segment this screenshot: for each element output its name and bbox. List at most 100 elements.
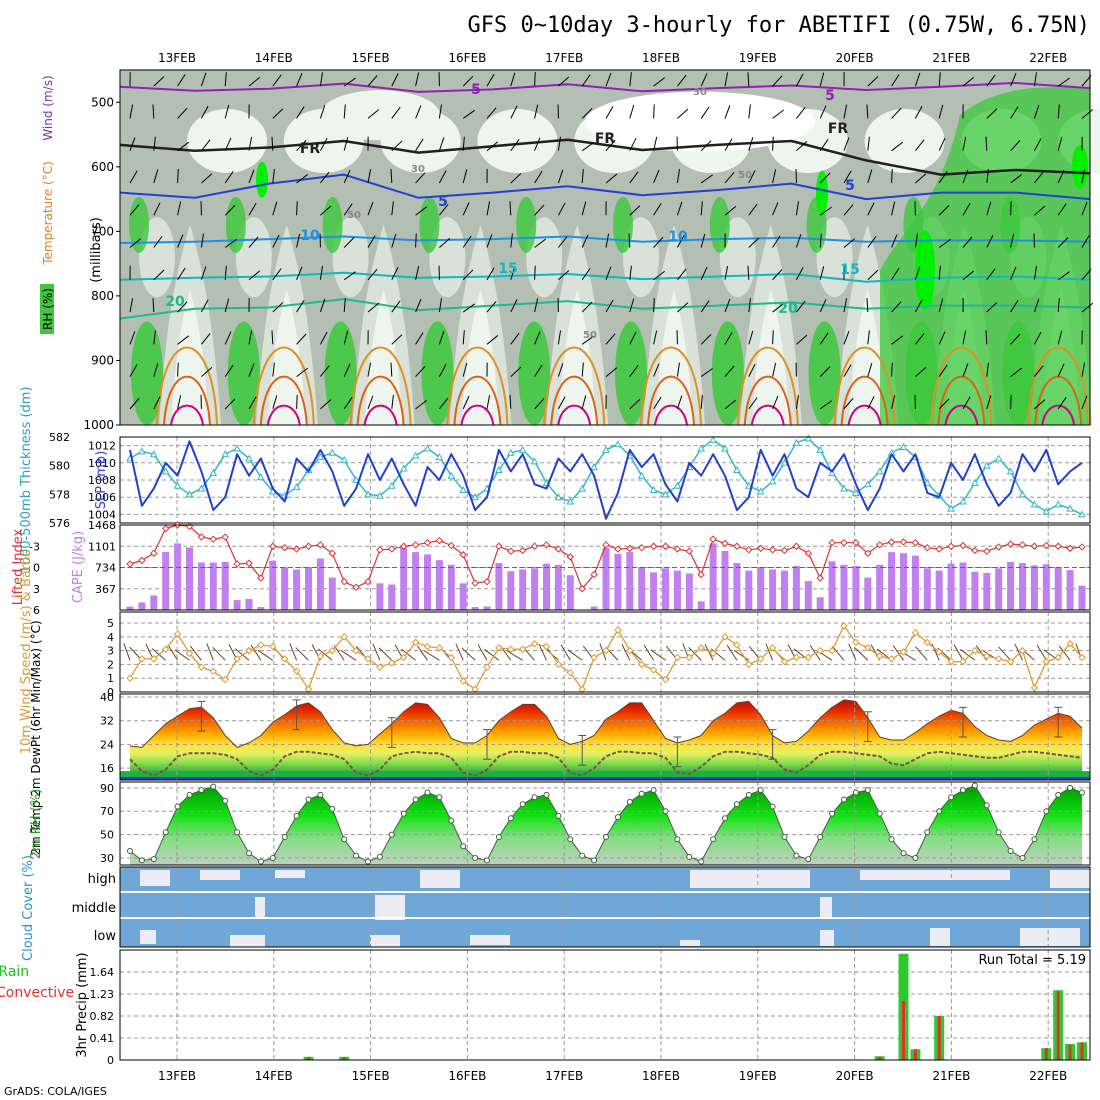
rh-marker bbox=[650, 787, 657, 794]
wind-barb bbox=[289, 643, 298, 661]
li-marker bbox=[483, 577, 491, 586]
wind-speed-marker bbox=[661, 675, 670, 684]
li-marker bbox=[768, 546, 777, 554]
thickness-marker bbox=[554, 493, 563, 501]
cape-bar bbox=[923, 568, 931, 610]
wind-barb bbox=[629, 72, 632, 87]
wind-speed-marker bbox=[649, 666, 658, 674]
rh-marker bbox=[222, 797, 229, 804]
wind-barb bbox=[653, 169, 660, 184]
wind-barb bbox=[177, 395, 182, 409]
wind-speed-marker bbox=[150, 655, 158, 663]
wind-speed-marker bbox=[495, 644, 503, 652]
wind-barb bbox=[455, 643, 464, 661]
cape-bar bbox=[328, 577, 336, 610]
y-axis-label: Wind (m/s) bbox=[41, 75, 55, 140]
wind-barb bbox=[177, 234, 184, 248]
wind-barb bbox=[296, 106, 305, 119]
wind-barb bbox=[319, 298, 326, 313]
isotherm-line bbox=[750, 404, 785, 426]
wind-barb bbox=[605, 173, 618, 184]
wind-speed-marker bbox=[388, 659, 396, 667]
wind-barb bbox=[986, 234, 994, 248]
rh-dry-region bbox=[320, 90, 440, 141]
y-tick-label: 70 bbox=[100, 805, 114, 818]
precip-convective-bar bbox=[878, 1056, 882, 1060]
thickness-marker bbox=[316, 453, 325, 461]
wind-barb bbox=[423, 650, 440, 661]
wind-barb bbox=[653, 270, 666, 281]
cape-bar bbox=[459, 583, 467, 610]
thickness-marker bbox=[602, 445, 610, 453]
wind-barb bbox=[960, 649, 976, 661]
rh-marker bbox=[198, 787, 205, 794]
wind-barb bbox=[854, 647, 869, 661]
wind-speed-marker bbox=[1018, 646, 1027, 655]
thickness-marker bbox=[233, 444, 241, 452]
thickness-marker bbox=[399, 464, 408, 472]
date-label-top: 13FEB bbox=[158, 51, 196, 65]
rh-marker bbox=[234, 829, 241, 836]
cloud-gap bbox=[375, 895, 405, 920]
wind-barb bbox=[461, 647, 476, 661]
thickness-marker bbox=[221, 450, 230, 458]
date-label-bottom: 17FEB bbox=[545, 1069, 583, 1083]
wind-barb bbox=[581, 74, 591, 87]
y-tick-label-right: 1468 bbox=[88, 519, 116, 532]
wind-barb bbox=[296, 394, 298, 409]
upper-air-frame bbox=[119, 69, 1091, 426]
wind-barb bbox=[700, 266, 708, 280]
wind-barb bbox=[1057, 363, 1065, 377]
wind-barb bbox=[248, 363, 255, 377]
wind-barb bbox=[772, 395, 779, 410]
wind-speed-marker bbox=[804, 653, 813, 662]
y-axis-label: 3hr Precip (mm) bbox=[75, 952, 90, 1057]
cape-bar bbox=[209, 562, 217, 610]
wind-barbs-upper bbox=[129, 72, 1094, 410]
wind-barb bbox=[557, 202, 566, 216]
li-marker bbox=[614, 545, 622, 553]
rh-dry-region bbox=[139, 217, 175, 298]
y-axis-label: RH (%) bbox=[41, 288, 55, 330]
y-tick-label-left: 580 bbox=[49, 460, 70, 473]
wind-barb bbox=[248, 202, 257, 216]
y-tick-label: 600 bbox=[91, 160, 114, 174]
li-marker bbox=[1006, 540, 1015, 548]
wind-barb bbox=[581, 335, 594, 345]
y-tick-label-right: 1004 bbox=[88, 508, 116, 521]
wind-barb bbox=[724, 265, 729, 280]
contour-label: 5 bbox=[825, 88, 835, 104]
wind-barb bbox=[206, 643, 214, 661]
wind-barb bbox=[439, 203, 449, 216]
wind-barb bbox=[938, 331, 946, 345]
wind-barb bbox=[319, 138, 328, 151]
wind-barb bbox=[319, 72, 323, 87]
wind-barb bbox=[700, 394, 703, 409]
wind-barb bbox=[772, 303, 785, 313]
y-tick-label: 1000 bbox=[83, 418, 114, 432]
thickness-marker bbox=[923, 478, 932, 486]
cape-bar bbox=[650, 572, 658, 610]
thickness-marker bbox=[411, 451, 420, 459]
thickness-marker bbox=[959, 497, 967, 505]
wind-barb bbox=[390, 168, 393, 183]
wind-barb bbox=[1034, 205, 1046, 216]
temp-area bbox=[130, 699, 1082, 780]
wind-speed-marker bbox=[197, 663, 206, 671]
rh-marker bbox=[733, 801, 740, 808]
wind-barb bbox=[416, 645, 428, 661]
wind-barb bbox=[748, 397, 758, 410]
wind-speed-marker bbox=[518, 645, 527, 653]
temp-band-base bbox=[120, 777, 1090, 780]
wind-barb bbox=[367, 201, 374, 216]
wind-barb bbox=[700, 174, 713, 184]
li-marker bbox=[947, 542, 955, 550]
wind-barb bbox=[724, 298, 731, 313]
wind-barb bbox=[462, 362, 468, 377]
wind-barb bbox=[986, 395, 992, 410]
wind-barb bbox=[677, 74, 687, 87]
isotherm-line bbox=[743, 375, 792, 426]
wind-barb bbox=[843, 364, 852, 377]
wind-speed-marker bbox=[292, 667, 301, 676]
wind-barb bbox=[177, 107, 188, 119]
